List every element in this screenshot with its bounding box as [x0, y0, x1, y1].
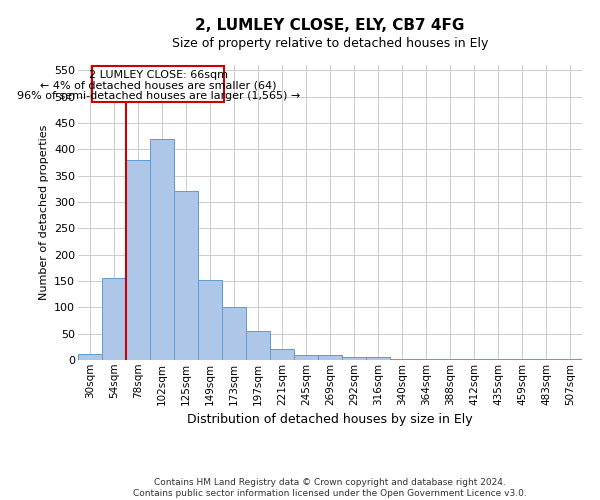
Bar	[294, 354, 318, 360]
Bar	[414, 359, 438, 360]
Text: ← 4% of detached houses are smaller (64): ← 4% of detached houses are smaller (64)	[40, 81, 277, 91]
Bar	[270, 350, 294, 360]
Text: Size of property relative to detached houses in Ely: Size of property relative to detached ho…	[172, 38, 488, 51]
X-axis label: Distribution of detached houses by size in Ely: Distribution of detached houses by size …	[187, 413, 473, 426]
Bar	[318, 354, 342, 360]
Bar	[78, 354, 102, 360]
Bar	[198, 280, 222, 360]
FancyBboxPatch shape	[92, 66, 224, 102]
Bar	[174, 192, 198, 360]
Bar	[366, 358, 390, 360]
Bar	[222, 308, 246, 360]
Bar	[486, 359, 510, 360]
Text: 96% of semi-detached houses are larger (1,565) →: 96% of semi-detached houses are larger (…	[17, 92, 300, 102]
Bar	[558, 359, 582, 360]
Bar	[126, 160, 150, 360]
Bar	[342, 358, 366, 360]
Bar	[246, 331, 270, 360]
Text: 2 LUMLEY CLOSE: 66sqm: 2 LUMLEY CLOSE: 66sqm	[89, 70, 227, 81]
Bar	[150, 138, 174, 360]
Bar	[102, 278, 126, 360]
Text: Contains HM Land Registry data © Crown copyright and database right 2024.
Contai: Contains HM Land Registry data © Crown c…	[133, 478, 527, 498]
Bar	[534, 359, 558, 360]
Bar	[390, 359, 414, 360]
Bar	[438, 359, 462, 360]
Y-axis label: Number of detached properties: Number of detached properties	[38, 125, 49, 300]
Text: 2, LUMLEY CLOSE, ELY, CB7 4FG: 2, LUMLEY CLOSE, ELY, CB7 4FG	[196, 18, 464, 32]
